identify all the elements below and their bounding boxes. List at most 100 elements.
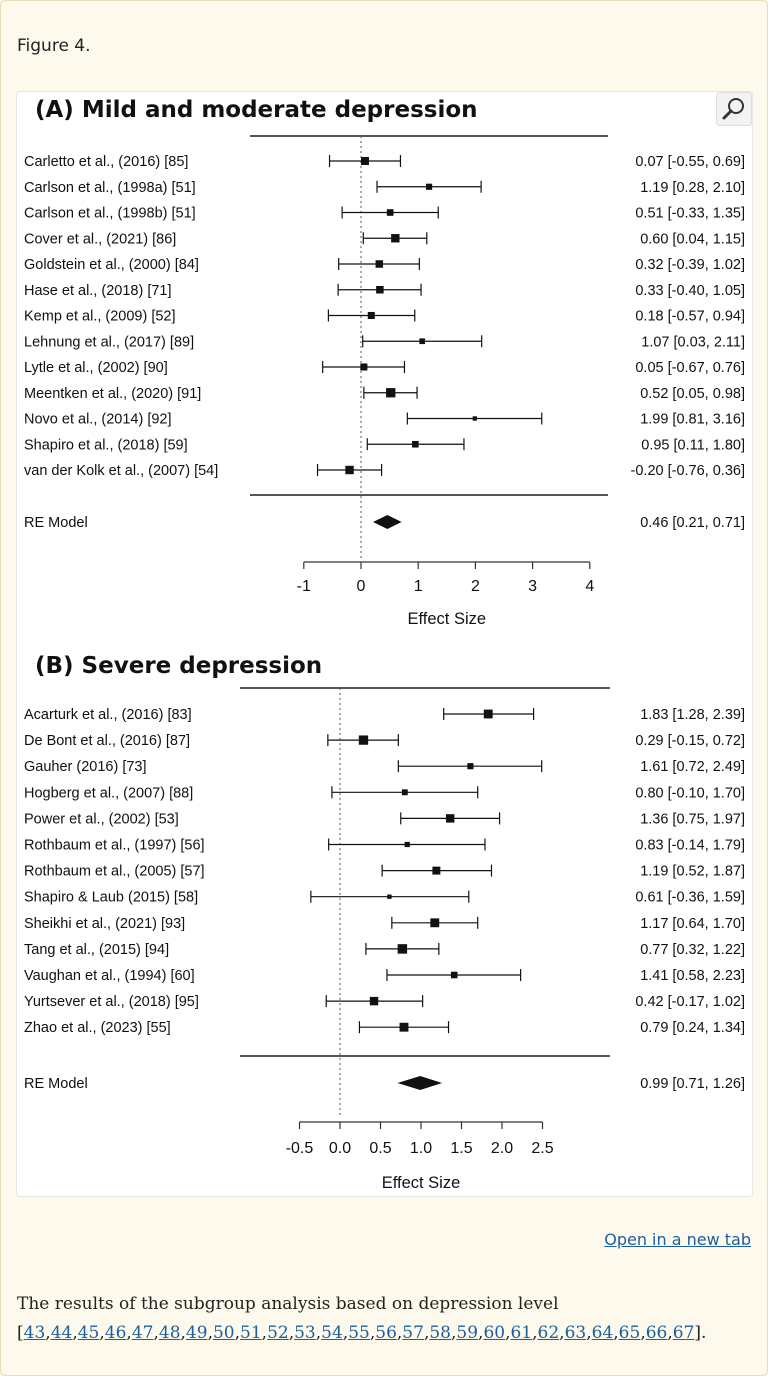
figure-label: Figure 4. bbox=[17, 36, 91, 56]
reference-link-47[interactable]: 47 bbox=[131, 1323, 154, 1343]
reference-link-61[interactable]: 61 bbox=[510, 1323, 533, 1343]
study-row: Lytle et al., (2002) [90] 0.05 [-0.67, 0.… bbox=[24, 360, 745, 376]
study-label: Power et al., (2002) [53] bbox=[24, 811, 179, 827]
effect-ci-label: 0.29 [-0.15, 0.72] bbox=[635, 733, 745, 749]
point-estimate bbox=[430, 918, 440, 928]
effect-ci-label: -0.20 [-0.76, 0.36] bbox=[631, 463, 745, 479]
panel-title: (A) Mild and moderate depression bbox=[35, 97, 478, 123]
study-label: Lytle et al., (2002) [90] bbox=[24, 360, 168, 376]
effect-ci-label: 0.05 [-0.67, 0.76] bbox=[635, 360, 745, 376]
study-label: Goldstein et al., (2000) [84] bbox=[24, 257, 199, 273]
study-row: Power et al., (2002) [53] 1.36 [0.75, 1.9… bbox=[24, 811, 745, 827]
reference-link-59[interactable]: 59 bbox=[456, 1323, 479, 1343]
study-row: Shapiro & Laub (2015) [58] 0.61 [-0.36, 1… bbox=[24, 890, 745, 906]
effect-ci-label: 1.17 [0.64, 1.70] bbox=[640, 916, 745, 932]
x-tick-label: 1 bbox=[414, 578, 423, 595]
study-row: Rothbaum et al., (2005) [57] 1.19 [0.52, … bbox=[24, 864, 745, 880]
study-row: Rothbaum et al., (1997) [56] 0.83 [-0.14,… bbox=[24, 838, 745, 854]
effect-ci-label: 0.95 [0.11, 1.80] bbox=[641, 437, 745, 453]
summary-label: RE Model bbox=[24, 1076, 88, 1092]
reference-link-49[interactable]: 49 bbox=[185, 1323, 208, 1343]
reference-link-57[interactable]: 57 bbox=[402, 1323, 424, 1343]
effect-ci-label: 1.19 [0.52, 1.87] bbox=[640, 864, 745, 880]
reference-link-65[interactable]: 65 bbox=[618, 1323, 641, 1343]
study-row: Carlson et al., (1998b) [51] 0.51 [-0.33,… bbox=[24, 206, 745, 222]
reference-link-46[interactable]: 46 bbox=[104, 1323, 127, 1343]
reference-link-45[interactable]: 45 bbox=[77, 1323, 100, 1343]
x-axis-title: Effect Size bbox=[408, 610, 487, 628]
effect-ci-label: 0.60 [0.04, 1.15] bbox=[640, 231, 745, 247]
open-in-new-tab-link[interactable]: Open in a new tab bbox=[604, 1230, 751, 1249]
study-row: Hase et al., (2018) [71] 0.33 [-0.40, 1.0… bbox=[24, 283, 745, 299]
point-estimate bbox=[399, 1022, 409, 1032]
x-tick-label: 2 bbox=[471, 578, 480, 595]
point-estimate bbox=[472, 416, 478, 421]
reference-link-64[interactable]: 64 bbox=[591, 1323, 614, 1343]
point-estimate bbox=[391, 234, 400, 243]
reference-link-54[interactable]: 54 bbox=[321, 1323, 343, 1343]
study-row: Zhao et al., (2023) [55] 0.79 [0.24, 1.34… bbox=[24, 1020, 745, 1036]
point-estimate bbox=[375, 260, 384, 268]
effect-ci-label: 0.83 [-0.14, 1.79] bbox=[635, 838, 745, 854]
x-tick-label: -1 bbox=[297, 578, 311, 595]
study-row: Acarturk et al., (2016) [83] 1.83 [1.28, … bbox=[24, 707, 745, 723]
study-label: Zhao et al., (2023) [55] bbox=[24, 1020, 171, 1036]
study-row: Sheikhi et al., (2021) [93] 1.17 [0.64, 1… bbox=[24, 916, 745, 932]
point-estimate bbox=[404, 841, 410, 848]
figure-caption: The results of the subgroup analysis bas… bbox=[17, 1290, 747, 1348]
figure-image-panel[interactable] bbox=[16, 91, 753, 1197]
effect-ci-label: 0.51 [-0.33, 1.35] bbox=[635, 206, 745, 222]
point-estimate bbox=[376, 286, 384, 294]
reference-link-44[interactable]: 44 bbox=[50, 1323, 73, 1343]
study-label: van der Kolk et al., (2007) [54] bbox=[24, 463, 218, 479]
study-row: Tang et al., (2015) [94] 0.77 [0.32, 1.22… bbox=[24, 942, 745, 958]
reference-link-58[interactable]: 58 bbox=[429, 1323, 451, 1343]
reference-link-43[interactable]: 43 bbox=[23, 1323, 46, 1343]
reference-link-62[interactable]: 62 bbox=[537, 1323, 560, 1343]
effect-ci-label: 0.80 [-0.10, 1.70] bbox=[635, 785, 745, 801]
study-row: Yurtsever et al., (2018) [95] 0.42 [-0.17… bbox=[24, 994, 745, 1010]
reference-link-67[interactable]: 67 bbox=[672, 1323, 695, 1343]
x-tick-label: 3 bbox=[528, 578, 537, 595]
study-row: Hogberg et al., (2007) [88] 0.80 [-0.10, … bbox=[24, 785, 745, 801]
reference-link-52[interactable]: 52 bbox=[267, 1323, 289, 1343]
study-label: Hase et al., (2018) [71] bbox=[24, 283, 172, 299]
study-row: Shapiro et al., (2018) [59] 0.95 [0.11, 1… bbox=[24, 437, 745, 453]
reference-link-48[interactable]: 48 bbox=[158, 1323, 181, 1343]
reference-link-60[interactable]: 60 bbox=[483, 1323, 506, 1343]
summary-ci-label: 0.46 [0.21, 0.71] bbox=[640, 515, 745, 531]
reference-links: 43,44,45,46,47,48,49,50,51,52,53,54,55,5… bbox=[23, 1323, 695, 1343]
study-row: De Bont et al., (2016) [87] 0.29 [-0.15, … bbox=[24, 733, 745, 749]
point-estimate bbox=[445, 814, 455, 823]
caption-text: The results of the subgroup analysis bas… bbox=[17, 1294, 559, 1314]
x-tick-label: -0.5 bbox=[286, 1140, 314, 1157]
study-label: Shapiro & Laub (2015) [58] bbox=[24, 890, 198, 906]
point-estimate bbox=[412, 440, 419, 448]
reference-link-63[interactable]: 63 bbox=[564, 1323, 587, 1343]
study-row: Goldstein et al., (2000) [84] 0.32 [-0.39… bbox=[24, 257, 745, 273]
point-estimate bbox=[387, 894, 392, 899]
panel-title: (B) Severe depression bbox=[35, 653, 322, 679]
study-label: Yurtsever et al., (2018) [95] bbox=[24, 994, 199, 1010]
study-label: Hogberg et al., (2007) [88] bbox=[24, 785, 193, 801]
x-tick-label: 0.5 bbox=[369, 1140, 391, 1157]
study-row: Carletto et al., (2016) [85] 0.07 [-0.55,… bbox=[24, 154, 745, 170]
point-estimate bbox=[419, 338, 426, 345]
forest-plot-figure: (A) Mild and moderate depression Carletto… bbox=[24, 97, 745, 1192]
study-row: Cover et al., (2021) [86] 0.60 [0.04, 1.1… bbox=[24, 231, 745, 247]
reference-link-66[interactable]: 66 bbox=[645, 1323, 668, 1343]
point-estimate bbox=[367, 311, 375, 320]
study-label: Vaughan et al., (1994) [60] bbox=[24, 968, 195, 984]
point-estimate bbox=[397, 944, 408, 954]
reference-link-56[interactable]: 56 bbox=[375, 1323, 397, 1343]
reference-link-53[interactable]: 53 bbox=[294, 1323, 316, 1343]
effect-ci-label: 1.36 [0.75, 1.97] bbox=[640, 811, 745, 827]
magnify-button[interactable] bbox=[716, 92, 752, 126]
point-estimate bbox=[467, 763, 474, 770]
study-row: Lehnung et al., (2017) [89] 1.07 [0.03, 2… bbox=[24, 334, 745, 350]
reference-link-51[interactable]: 51 bbox=[240, 1323, 262, 1343]
magnify-icon bbox=[722, 98, 744, 120]
caption-open-bracket: [ bbox=[17, 1323, 24, 1343]
reference-link-50[interactable]: 50 bbox=[212, 1323, 235, 1343]
reference-link-55[interactable]: 55 bbox=[348, 1323, 370, 1343]
